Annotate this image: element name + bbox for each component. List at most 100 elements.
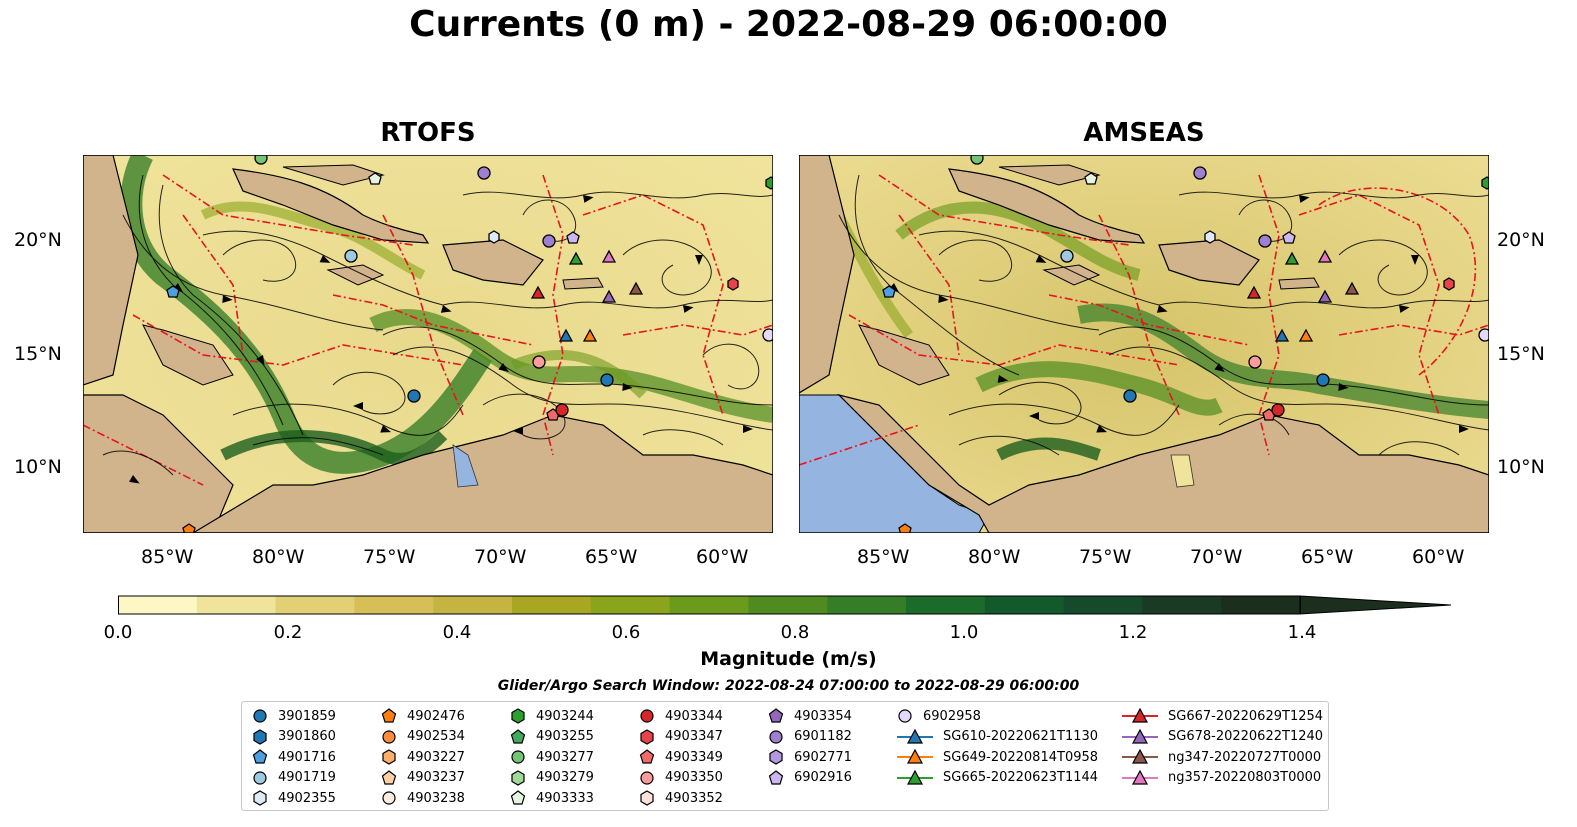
colorbar [118, 595, 1452, 615]
colorbar-segment [1142, 596, 1222, 614]
obs-marker [762, 328, 773, 342]
colorbar-tick: 0.8 [780, 622, 810, 643]
legend-label: SG667-20220629T1254 [1168, 708, 1324, 724]
colorbar-segment [906, 596, 986, 614]
flow-arrows [129, 195, 753, 484]
legend-item: SG667-20220629T1254 [1122, 707, 1323, 725]
legend-item: 4902355 [252, 789, 336, 807]
legend-item: 4903244 [510, 707, 594, 725]
legend-item: 4903277 [510, 748, 594, 766]
legend-item: 4903350 [639, 769, 723, 787]
obs-marker [970, 155, 984, 165]
obs-marker [1123, 389, 1137, 403]
colorbar-segment [354, 596, 434, 614]
lat-label-left: 15°N [14, 343, 62, 365]
obs-marker [1481, 176, 1489, 190]
obs-marker [407, 389, 421, 403]
legend-label: 4903349 [665, 749, 723, 765]
land-cuba [232, 168, 430, 244]
lon-label: 65°W [1301, 546, 1354, 568]
lon-label: 75°W [1079, 546, 1132, 568]
lon-label: 80°W [968, 546, 1021, 568]
obs-marker [166, 285, 180, 298]
legend-label: 4902355 [278, 790, 336, 806]
legend-label: SG665-20220623T1144 [943, 770, 1099, 785]
legend-item: 6902771 [768, 748, 852, 766]
legend-item: 4903333 [510, 789, 594, 807]
streamlines [838, 174, 1489, 456]
obs-marker [600, 373, 614, 387]
obs-marker [1084, 172, 1098, 185]
colorbar-tick: 1.4 [1287, 622, 1317, 643]
land-central-america [83, 155, 139, 386]
lon-label: 65°W [585, 546, 638, 568]
legend-label: 4903344 [665, 708, 723, 724]
colorbar-segment [275, 596, 355, 614]
current-jet [511, 350, 647, 399]
land-hispaniola [1158, 239, 1260, 286]
legend-label: 6902958 [923, 708, 981, 724]
obs-marker [1274, 328, 1290, 342]
legend-item: 4903352 [639, 789, 723, 807]
land-florida [998, 164, 1101, 186]
lon-label: 85°W [857, 546, 910, 568]
obs-marker [1443, 277, 1455, 291]
legend-label: 4903237 [407, 770, 465, 785]
colorbar-segment [512, 596, 592, 614]
obs-marker [488, 230, 500, 244]
obs-marker [566, 231, 580, 244]
streamlines [102, 174, 773, 476]
legend-label: 4903350 [665, 770, 723, 785]
colorbar-segment [590, 596, 671, 614]
obs-marker [568, 251, 584, 265]
current-jet [996, 437, 1101, 461]
legend-label: SG610-20220621T1130 [943, 729, 1099, 744]
lat-label-left: 10°N [14, 456, 62, 478]
eez-boundaries [83, 174, 773, 486]
map-rtofs[interactable] [83, 155, 773, 533]
obs-marker [182, 523, 196, 533]
obs-marker [558, 328, 574, 342]
colorbar-segment [433, 596, 513, 614]
lake-maracaibo [452, 444, 479, 488]
land-hispaniola [442, 239, 544, 286]
legend-label: 3901859 [278, 708, 336, 724]
legend-label: SG678-20220622T1240 [1168, 729, 1324, 744]
legend-label: 4903227 [407, 749, 465, 765]
lat-label-right: 20°N [1497, 229, 1545, 251]
obs-marker [727, 277, 739, 291]
legend: 3901859 3901860 4901716 4901719 4902355 49024… [241, 701, 1329, 811]
colorbar-tick: 0.4 [442, 622, 472, 643]
current-jet [220, 430, 448, 465]
legend-item: ng347-20220727T0000 [1122, 748, 1321, 766]
obs-marker [1258, 234, 1272, 248]
legend-label: 4903244 [536, 708, 594, 724]
colorbar-segment [1221, 596, 1301, 614]
legend-label: 4903279 [536, 770, 594, 785]
search-window-caption: Glider/Argo Search Window: 2022-08-24 07… [497, 678, 1080, 694]
legend-item: 4903255 [510, 728, 594, 746]
legend-label: 4903352 [665, 790, 723, 806]
legend-item: SG665-20220623T1144 [897, 769, 1098, 787]
map-amseas[interactable] [799, 155, 1489, 533]
legend-label: 4903238 [407, 790, 465, 806]
legend-label: 3901860 [278, 729, 336, 744]
obs-marker [1246, 285, 1262, 299]
lon-label: 60°W [1412, 546, 1465, 568]
legend-label: 6901182 [794, 729, 852, 744]
obs-marker [254, 155, 268, 165]
lat-label-right: 15°N [1497, 343, 1545, 365]
colorbar-tick: 0.2 [273, 622, 303, 643]
lat-label-left: 20°N [14, 229, 62, 251]
land-central-america-south [83, 394, 234, 533]
obs-marker [898, 523, 912, 533]
obs-marker [1284, 251, 1300, 265]
legend-item: SG649-20220814T0958 [897, 748, 1098, 766]
colorbar-segment [984, 596, 1065, 614]
land-jamaica [326, 264, 385, 286]
obs-marker [1060, 249, 1074, 263]
lon-label: 70°W [1190, 546, 1243, 568]
legend-label: 4903333 [536, 790, 594, 806]
obs-marker [1248, 355, 1262, 369]
legend-item: 6902916 [768, 769, 852, 787]
